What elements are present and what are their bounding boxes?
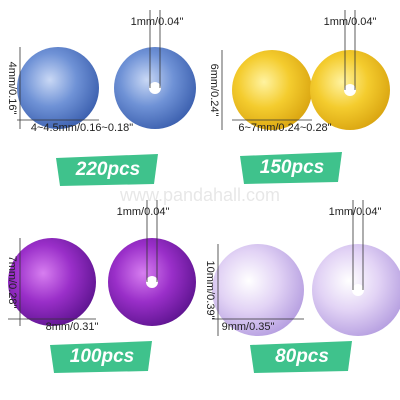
bead [17,47,99,129]
quantity: 150pcs [260,157,324,178]
hole-size: 1mm/0.04" [329,206,382,218]
width-size: 6~7mm/0.24~0.28" [238,122,331,134]
quantity-badge [56,154,158,186]
quantity-badge [240,152,342,184]
height-size: 6mm/0.24" [208,64,220,117]
width-size: 8mm/0.31" [46,321,99,333]
bead [232,50,312,130]
quantity: 220pcs [75,159,140,180]
width-size: 4~4.5mm/0.16~0.18" [31,122,133,134]
watermark: www.pandahall.com [119,185,280,205]
hole-size: 1mm/0.04" [131,16,184,28]
height-size: 4mm/0.16" [6,62,18,115]
quantity: 100pcs [70,346,134,367]
height-size: 10mm/0.39" [204,261,216,320]
bead-hole [344,84,356,96]
quantity-badge [250,341,352,373]
bead [212,244,304,336]
quantity: 80pcs [275,346,329,367]
bead [8,238,96,326]
bead-hole [352,284,364,296]
hole-size: 1mm/0.04" [324,16,377,28]
height-size: 7mm/0.28" [6,256,18,309]
quantity-badge [50,341,152,373]
width-size: 9mm/0.35" [222,321,275,333]
bead-hole [146,276,158,288]
hole-size: 1mm/0.04" [117,206,170,218]
bead-hole [149,82,161,94]
